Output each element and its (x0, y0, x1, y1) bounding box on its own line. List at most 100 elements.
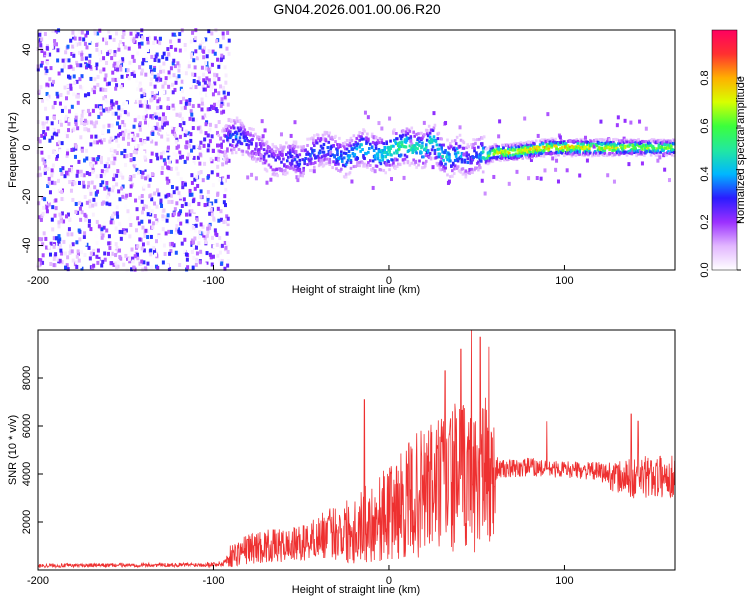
spectrogram-cell (107, 129, 111, 134)
spectrogram-cell (195, 117, 199, 122)
spectrogram-cell (160, 134, 164, 139)
spectrogram-cell (283, 145, 286, 149)
spectrogram-cell (202, 49, 206, 54)
spectrogram-cell (131, 137, 135, 142)
spectrogram-cell (45, 68, 49, 73)
spectrogram-cell (123, 110, 127, 115)
spectrogram-cell (129, 184, 133, 189)
spectrogram-cell (100, 140, 104, 145)
spectrogram-cell (136, 170, 140, 175)
spectrogram-cell (557, 153, 560, 157)
spectrogram-cell (455, 157, 459, 161)
spectrogram-cell (597, 141, 601, 145)
spectrogram-cell (517, 145, 521, 149)
spectrogram-cell (132, 265, 136, 270)
spectrogram-cell (620, 140, 624, 144)
spectrogram-cell (57, 140, 61, 145)
spectrogram-cell (188, 116, 192, 121)
spectrogram-cell (485, 147, 489, 151)
spectrogram-cell (415, 165, 418, 169)
spectrogram-cell (149, 159, 153, 164)
spectrogram-cell (472, 138, 475, 142)
spectrogram-cell (334, 140, 337, 144)
spectrogram-cell (149, 77, 153, 82)
spectrogram-cell (150, 243, 154, 248)
spectrogram-cell (48, 190, 52, 195)
spectrogram-cell (652, 146, 656, 150)
spectrogram-cell (494, 143, 498, 147)
spectrogram-cell (403, 157, 407, 161)
spectrogram-cell (336, 148, 339, 152)
spectrogram-cell (546, 112, 550, 117)
spectrogram-cell (654, 149, 658, 153)
spectrogram-cell (211, 183, 215, 188)
spectrogram-cell (183, 79, 187, 84)
spectrogram-cell (252, 134, 255, 138)
spectrogram-cell (98, 28, 102, 33)
spectrogram-cell (627, 149, 631, 153)
spectrogram-cell (458, 125, 462, 130)
spectrogram-cell (537, 147, 541, 151)
spectrogram-cell (208, 139, 212, 144)
spectrogram-cell (153, 248, 157, 253)
spectrogram-cell (43, 200, 47, 205)
spectrogram-cell (217, 120, 221, 125)
spectrogram-cell (129, 158, 133, 163)
spectrogram-cell (312, 169, 316, 174)
spectrogram-cell (95, 120, 99, 125)
spectrogram-cell (127, 141, 131, 146)
spectrogram-cell (103, 251, 107, 256)
spectrogram-cell (159, 165, 163, 170)
spectrogram-cell (72, 53, 76, 58)
spectrogram-cell (91, 212, 95, 217)
spectrogram-cell (206, 202, 210, 207)
spectrogram-cell (386, 152, 389, 156)
spectrogram-cell (199, 194, 203, 199)
spectrogram-cell (124, 128, 128, 133)
spectrogram-cell (108, 178, 112, 183)
spectrogram-cell (69, 83, 73, 88)
spectrogram-cell (452, 146, 456, 150)
spectrogram-cell (209, 207, 213, 212)
spectrogram-cell (281, 169, 284, 173)
spectrogram-cell (225, 157, 229, 162)
spectrogram-cell (70, 232, 74, 237)
spectrogram-cell (449, 159, 452, 163)
spectrogram-cell (149, 252, 153, 257)
spectrogram-cell (116, 264, 120, 269)
spectrogram-cell (412, 145, 416, 149)
spectrogram-cell (222, 178, 226, 183)
spectrogram-cell (449, 175, 452, 179)
spectrogram-cell (446, 138, 449, 142)
spectrogram-cell (138, 103, 142, 108)
spectrogram-cell (190, 55, 194, 60)
spectrogram-cell (288, 148, 292, 152)
spectrogram-cell (150, 115, 154, 120)
spectrogram-cell (477, 168, 480, 172)
spectrogram-cell (51, 163, 55, 168)
spectrogram-cell (124, 253, 128, 258)
spectrogram-cell (168, 241, 172, 246)
spectrogram-cell (295, 175, 299, 180)
spectrogram-cell (40, 150, 44, 155)
spectrogram-cell (143, 169, 147, 174)
spectrogram-cell (399, 136, 403, 140)
spectrogram-cell (197, 235, 201, 240)
spectrogram-cell (148, 137, 152, 142)
spectrogram-cell (158, 46, 162, 51)
spectrogram-cell (102, 56, 106, 61)
spectrogram-cell (479, 156, 483, 160)
spectrogram-cell (574, 153, 578, 157)
spectrogram-cell (346, 158, 350, 162)
spectrogram-cell (64, 130, 68, 135)
spectrogram-cell (600, 143, 604, 147)
spectrogram-cell (204, 209, 208, 214)
spectrogram-cell (200, 97, 204, 102)
spectrogram-cell (188, 143, 192, 148)
spectrogram-cell (223, 129, 226, 133)
spectrogram-cell (225, 214, 229, 219)
spectrogram-cell (83, 41, 87, 46)
spectrogram-cell (532, 151, 535, 155)
spectrogram-cell (49, 241, 53, 246)
